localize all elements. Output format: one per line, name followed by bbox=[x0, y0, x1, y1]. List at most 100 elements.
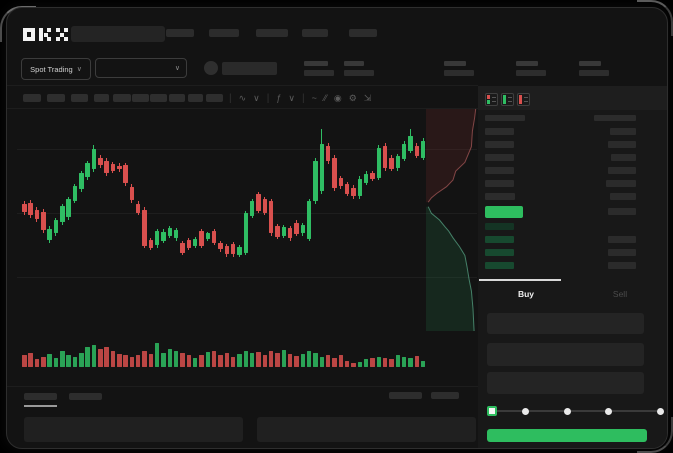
bottom-action-2[interactable] bbox=[431, 392, 459, 399]
volume-bar bbox=[22, 355, 27, 367]
candle-body bbox=[313, 160, 318, 201]
coin-icon bbox=[204, 61, 218, 75]
indicators-zigzag-icon[interactable]: ∿ bbox=[238, 92, 247, 103]
camera-snapshot-icon[interactable]: ◉ bbox=[333, 92, 342, 103]
nav-item[interactable] bbox=[256, 29, 288, 37]
nav-item[interactable] bbox=[166, 29, 194, 37]
ticker-stat-label bbox=[344, 61, 364, 66]
volume-bar bbox=[395, 355, 400, 367]
nav-item[interactable] bbox=[209, 29, 239, 37]
timeframe-button[interactable] bbox=[150, 94, 167, 102]
ask-price-bar bbox=[485, 193, 515, 200]
orderbook-ask-row[interactable] bbox=[478, 191, 667, 203]
timeframe-button[interactable] bbox=[113, 94, 131, 102]
candle-body bbox=[230, 244, 236, 255]
volume-bar bbox=[192, 358, 198, 367]
pair-selector-dropdown[interactable]: ∨ bbox=[95, 58, 187, 78]
orderbook-combined-view-icon[interactable] bbox=[485, 93, 498, 106]
chevron-down-icon[interactable]: ∨ bbox=[253, 92, 260, 103]
candle-body bbox=[117, 166, 122, 170]
trendline-tool-icon[interactable]: ~ bbox=[311, 93, 317, 103]
ticker-stat-value bbox=[344, 70, 374, 76]
chevron-down-icon[interactable]: ∨ bbox=[288, 92, 295, 103]
candle-body bbox=[306, 201, 312, 240]
volume-bar bbox=[161, 353, 166, 367]
volume-bar bbox=[60, 351, 65, 367]
okx-logo[interactable] bbox=[23, 26, 68, 43]
chart-settings-gear-icon[interactable]: ⚙ bbox=[348, 92, 357, 103]
orderbook-bid-row[interactable] bbox=[478, 221, 667, 233]
toggle-line bbox=[492, 101, 496, 102]
timeframe-button[interactable] bbox=[188, 94, 203, 102]
orderbook-ask-row[interactable] bbox=[478, 165, 667, 177]
toggle-line bbox=[508, 101, 512, 102]
orderbook-bid-row[interactable] bbox=[478, 260, 667, 272]
timeframe-button[interactable] bbox=[94, 94, 109, 102]
toggle-line bbox=[524, 97, 528, 98]
slider-handle[interactable] bbox=[487, 406, 497, 416]
volume-bar bbox=[85, 347, 90, 367]
amount-slider-track[interactable] bbox=[491, 410, 657, 412]
candle-body bbox=[395, 156, 400, 168]
orderbook-last-price-row[interactable] bbox=[478, 204, 667, 220]
ask-amount-bar bbox=[608, 141, 636, 148]
timeframe-button[interactable] bbox=[169, 94, 185, 102]
candle-body bbox=[161, 232, 166, 242]
candle-body bbox=[60, 206, 65, 222]
candle-body bbox=[98, 158, 103, 165]
timeframe-button[interactable] bbox=[132, 94, 149, 102]
orderbook-bids-only-icon[interactable] bbox=[501, 93, 514, 106]
timeframe-button[interactable] bbox=[71, 94, 88, 102]
tab-buy[interactable]: Buy bbox=[517, 289, 535, 299]
candle-body bbox=[47, 229, 52, 241]
ask-amount-bar bbox=[608, 167, 636, 174]
timeframe-button[interactable] bbox=[23, 94, 41, 102]
global-search-input[interactable] bbox=[71, 26, 165, 42]
bottom-tab-history[interactable] bbox=[69, 393, 102, 400]
candle-body bbox=[211, 230, 217, 243]
buy-submit-button[interactable] bbox=[487, 429, 647, 442]
ask-amount-bar bbox=[610, 128, 636, 135]
bottom-tab-orders[interactable] bbox=[24, 393, 57, 400]
timeframe-button[interactable] bbox=[206, 94, 223, 102]
nav-item[interactable] bbox=[302, 29, 328, 37]
volume-bar bbox=[98, 349, 103, 367]
nav-item[interactable] bbox=[349, 29, 377, 37]
orderbook-ask-row[interactable] bbox=[478, 152, 667, 164]
orderbook-ask-row[interactable] bbox=[478, 126, 667, 138]
slider-step-dot[interactable] bbox=[522, 408, 529, 415]
ticker-stat-value bbox=[304, 70, 334, 76]
ask-amount-bar bbox=[606, 180, 636, 187]
volume-bar bbox=[135, 355, 141, 367]
market-type-dropdown[interactable]: Spot Trading ∨ bbox=[21, 58, 91, 80]
slider-step-dot[interactable] bbox=[605, 408, 612, 415]
volume-bar bbox=[28, 353, 33, 367]
orderbook-bid-row[interactable] bbox=[478, 247, 667, 259]
volume-bar bbox=[199, 355, 204, 367]
slider-step-dot[interactable] bbox=[657, 408, 664, 415]
volume-bar bbox=[167, 349, 173, 367]
fullscreen-icon[interactable]: ⇲ bbox=[363, 92, 372, 103]
volume-bar bbox=[186, 355, 192, 367]
candle-body bbox=[332, 158, 337, 188]
candle-body bbox=[408, 136, 413, 151]
candle-body bbox=[287, 228, 293, 238]
orderbook-ask-row[interactable] bbox=[478, 139, 667, 151]
amount-input[interactable] bbox=[487, 343, 644, 366]
candle-body bbox=[262, 199, 267, 213]
slider-step-dot[interactable] bbox=[564, 408, 571, 415]
volume-bar bbox=[275, 353, 280, 367]
ticker-stat-value bbox=[516, 70, 546, 76]
measure-tool-icon[interactable]: ⁄⁄ bbox=[323, 93, 327, 103]
orderbook-asks-only-icon[interactable] bbox=[517, 93, 530, 106]
volume-bar bbox=[281, 350, 286, 367]
total-input[interactable] bbox=[487, 372, 644, 394]
price-input[interactable] bbox=[487, 313, 644, 334]
orderbook-ask-row[interactable] bbox=[478, 178, 667, 190]
fx-indicator-icon[interactable]: ƒ bbox=[276, 93, 282, 103]
orderbook-bid-row[interactable] bbox=[478, 234, 667, 246]
volume-bar bbox=[218, 355, 223, 367]
bottom-action-1[interactable] bbox=[389, 392, 422, 399]
timeframe-button[interactable] bbox=[47, 94, 65, 102]
tab-sell[interactable]: Sell bbox=[612, 289, 628, 299]
